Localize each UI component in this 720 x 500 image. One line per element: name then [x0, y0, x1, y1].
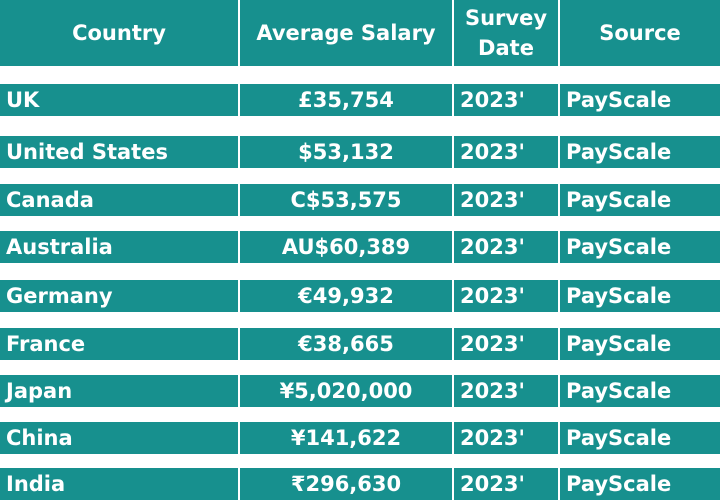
table-cell: 2023'	[460, 332, 525, 356]
table-row	[0, 136, 720, 168]
header-cell: Survey Date	[464, 5, 548, 60]
table-cell: AU$60,389	[281, 235, 411, 259]
table-row	[0, 184, 720, 216]
table-row	[0, 231, 720, 263]
table-cell: PayScale	[566, 235, 672, 259]
table-cell: 2023'	[460, 379, 525, 403]
table-cell: PayScale	[566, 332, 672, 356]
table-cell: ₹296,630	[290, 472, 402, 496]
table-cell: €49,932	[298, 284, 394, 308]
table-row	[0, 328, 720, 360]
table-row	[0, 375, 720, 407]
column-divider	[558, 0, 560, 500]
table-row	[0, 84, 720, 116]
table-cell: ¥141,622	[290, 426, 402, 450]
table-cell: 2023'	[460, 284, 525, 308]
column-divider	[238, 0, 240, 500]
table-cell: $53,132	[298, 140, 394, 164]
table-cell: PayScale	[566, 140, 672, 164]
table-cell: ¥5,020,000	[279, 379, 413, 403]
table-cell: Germany	[6, 284, 113, 308]
table-cell: UK	[6, 88, 40, 112]
table-cell: 2023'	[460, 140, 525, 164]
table-cell: PayScale	[566, 379, 672, 403]
table-cell: PayScale	[566, 426, 672, 450]
table-cell: Japan	[6, 379, 73, 403]
table-row	[0, 422, 720, 454]
header-cell: Average Salary	[256, 20, 436, 45]
table-cell: Australia	[6, 235, 113, 259]
table-cell: 2023'	[460, 235, 525, 259]
table-cell: 2023'	[460, 188, 525, 212]
table-cell: €38,665	[298, 332, 394, 356]
table-cell: France	[6, 332, 86, 356]
table-cell: PayScale	[566, 284, 672, 308]
table-row	[0, 468, 720, 500]
table-cell: United States	[6, 140, 168, 164]
table-cell: PayScale	[566, 472, 672, 496]
table-cell: China	[6, 426, 73, 450]
table-cell: C$53,575	[290, 188, 402, 212]
table-row	[0, 280, 720, 312]
header-cell: Source	[599, 20, 681, 45]
table-cell: 2023'	[460, 88, 525, 112]
table-cell: £35,754	[298, 88, 394, 112]
table-cell: PayScale	[566, 88, 672, 112]
header-cell: Country	[72, 20, 166, 45]
header-row	[0, 0, 720, 66]
table-cell: India	[6, 472, 66, 496]
table-cell: 2023'	[460, 426, 525, 450]
table-cell: Canada	[6, 188, 94, 212]
column-divider	[452, 0, 454, 500]
table-cell: PayScale	[566, 188, 672, 212]
table-cell: 2023'	[460, 472, 525, 496]
